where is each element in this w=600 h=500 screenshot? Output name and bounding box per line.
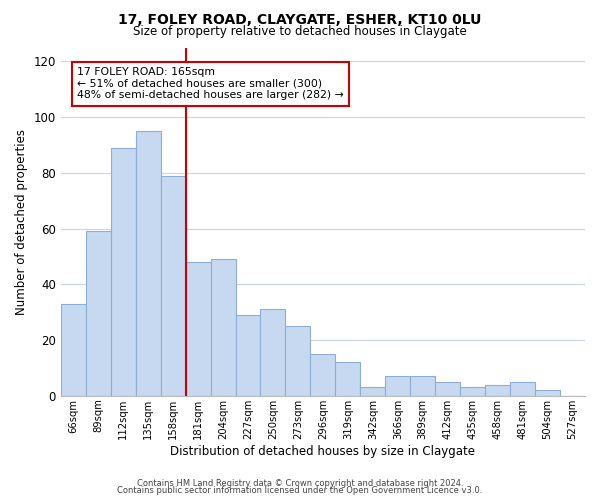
Bar xyxy=(161,176,185,396)
Bar xyxy=(111,148,136,396)
Bar xyxy=(136,131,161,396)
Y-axis label: Number of detached properties: Number of detached properties xyxy=(15,128,28,314)
Bar xyxy=(211,260,236,396)
Bar xyxy=(435,382,460,396)
Bar xyxy=(361,388,385,396)
Bar xyxy=(485,384,510,396)
Bar xyxy=(260,310,286,396)
Bar xyxy=(410,376,435,396)
Bar xyxy=(286,326,310,396)
Bar xyxy=(460,388,485,396)
Bar xyxy=(185,262,211,396)
Bar xyxy=(236,315,260,396)
Text: 17, FOLEY ROAD, CLAYGATE, ESHER, KT10 0LU: 17, FOLEY ROAD, CLAYGATE, ESHER, KT10 0L… xyxy=(118,12,482,26)
X-axis label: Distribution of detached houses by size in Claygate: Distribution of detached houses by size … xyxy=(170,444,475,458)
Bar xyxy=(535,390,560,396)
Bar xyxy=(86,232,111,396)
Bar xyxy=(385,376,410,396)
Text: Contains HM Land Registry data © Crown copyright and database right 2024.: Contains HM Land Registry data © Crown c… xyxy=(137,478,463,488)
Text: Contains public sector information licensed under the Open Government Licence v3: Contains public sector information licen… xyxy=(118,486,482,495)
Text: Size of property relative to detached houses in Claygate: Size of property relative to detached ho… xyxy=(133,25,467,38)
Bar xyxy=(61,304,86,396)
Bar xyxy=(310,354,335,396)
Bar xyxy=(335,362,361,396)
Bar xyxy=(510,382,535,396)
Text: 17 FOLEY ROAD: 165sqm
← 51% of detached houses are smaller (300)
48% of semi-det: 17 FOLEY ROAD: 165sqm ← 51% of detached … xyxy=(77,67,344,100)
